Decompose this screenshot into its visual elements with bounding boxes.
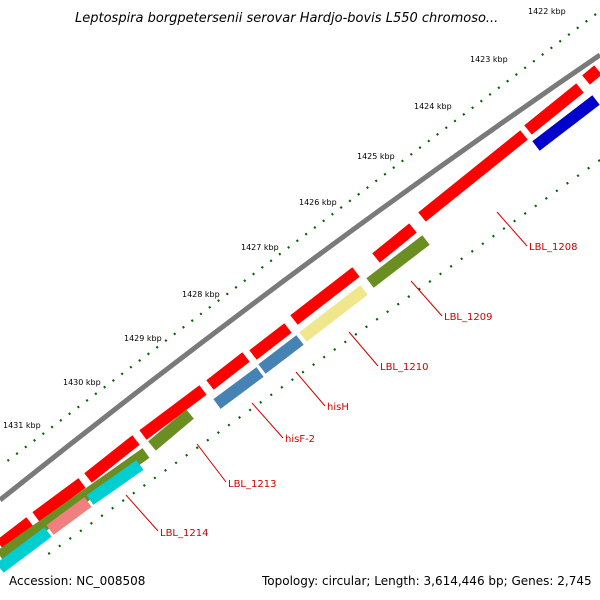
leader-line [125,494,159,532]
gene-label: LBL_1208 [529,242,577,253]
gene-feature [0,517,34,550]
gene-feature [258,335,304,374]
gene-label: LBL_1210 [380,362,428,373]
gene-feature [213,367,264,409]
gene-feature [206,352,250,390]
tick-label: 1431 kbp [3,421,41,430]
scale-dots-inner [39,159,600,561]
tick-label: 1424 kbp [414,102,452,111]
gene-feature [418,130,528,222]
leader-line [410,280,443,317]
accession-text: Accession: NC_008508 [9,574,145,588]
label-leaders [125,211,528,532]
gene-feature [86,460,144,505]
leader-line [251,402,284,439]
gene-label: LBL_1214 [160,528,208,539]
gene-feature [32,478,86,522]
gene-feature [532,95,600,151]
tick-label: 1425 kbp [357,152,395,161]
gene-label: hisH [327,402,349,413]
leader-line [348,331,379,367]
gene-labels: LBL_1208 LBL_1209 LBL_1210 hisH hisF-2 L… [160,242,577,539]
map-title: Leptospira borgpetersenii serovar Hardjo… [75,11,498,26]
gene-feature [582,65,600,85]
leader-line [196,443,227,483]
gene-feature [372,223,417,263]
position-scale [5,13,600,561]
tick-label: 1429 kbp [124,334,162,343]
scale-dots [5,13,597,463]
forward-track [0,65,600,550]
gene-feature [249,323,292,360]
gene-feature [0,448,150,561]
gene-label: LBL_1213 [228,479,276,490]
gene-feature [0,527,52,573]
tick-label: 1422 kbp [528,7,566,16]
leader-line [295,371,326,407]
gene-feature [148,409,194,451]
gene-feature [524,83,584,135]
tick-label: 1427 kbp [241,243,279,252]
gene-feature [139,385,207,440]
tick-label: 1428 kbp [182,290,220,299]
tick-labels: 1422 kbp 1423 kbp 1424 kbp 1425 kbp 1426… [3,7,566,430]
gene-feature [46,497,92,535]
topology-text: Topology: circular; Length: 3,614,446 bp… [261,574,592,588]
gene-label: hisF-2 [285,434,315,445]
gene-feature [290,267,360,325]
tick-label: 1426 kbp [299,198,337,207]
tick-label: 1423 kbp [470,55,508,64]
gene-label: LBL_1209 [444,312,492,323]
backbone [0,52,600,502]
reverse-track [0,95,600,573]
tick-label: 1430 kbp [63,378,101,387]
leader-line [496,211,528,247]
gene-feature [299,285,368,342]
gene-feature [366,235,430,288]
gene-feature [84,435,140,483]
